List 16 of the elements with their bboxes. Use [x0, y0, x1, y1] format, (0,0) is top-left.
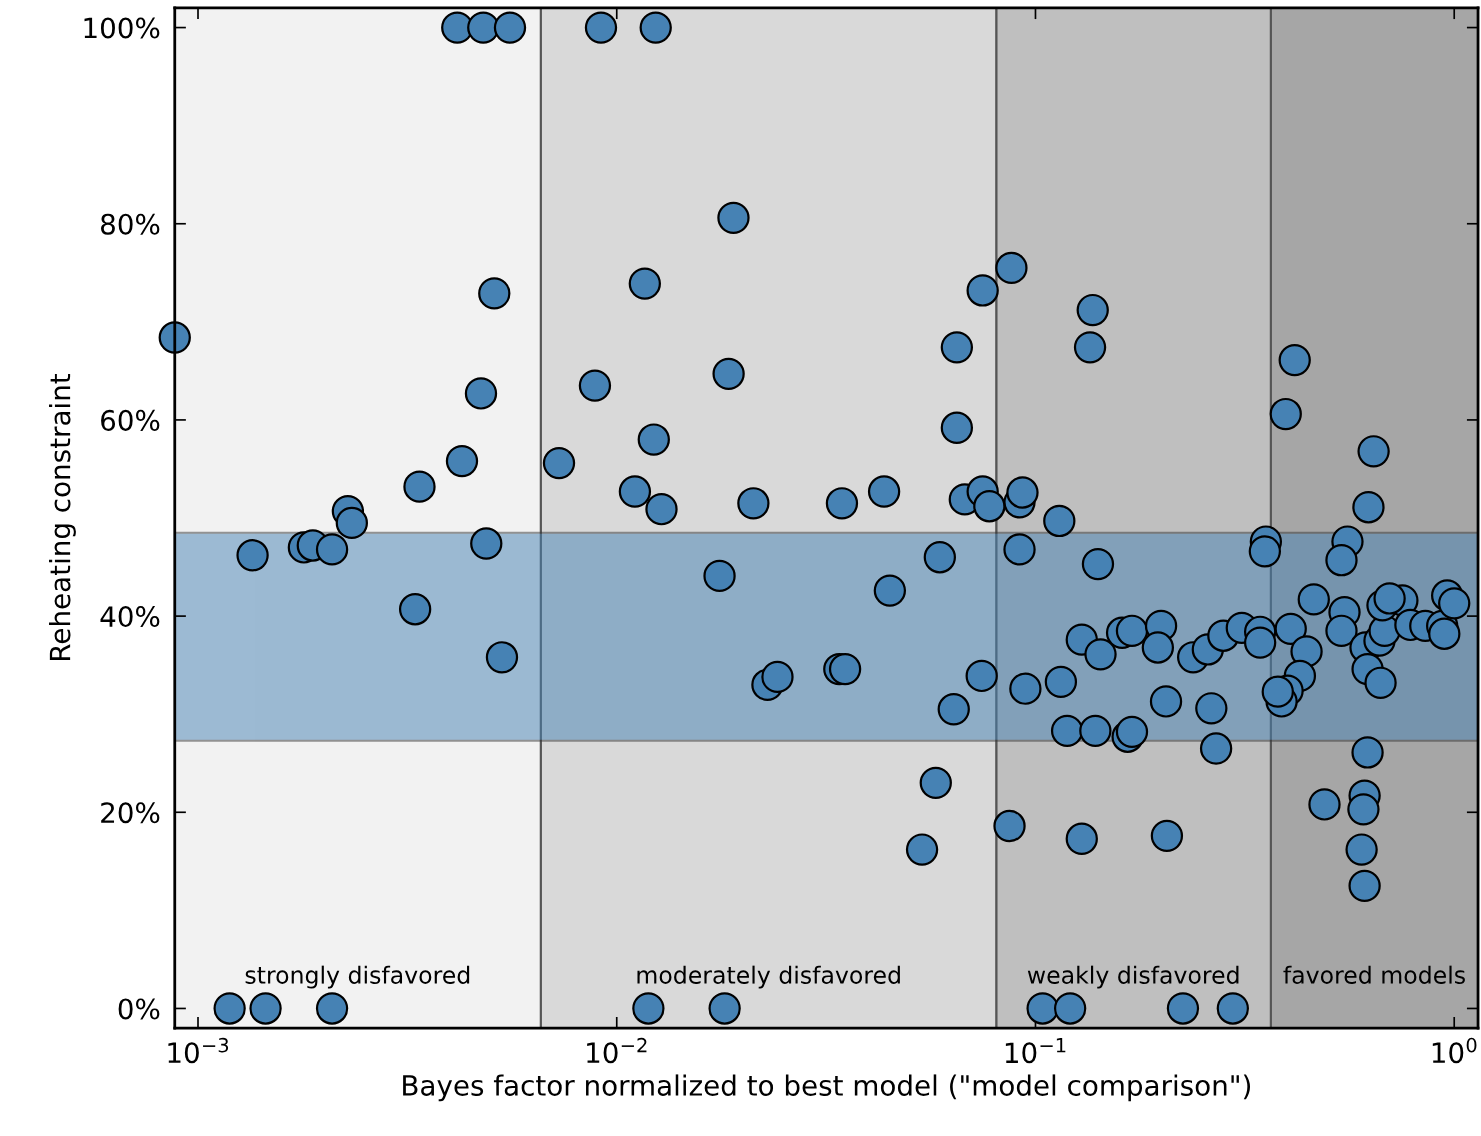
x-axis-title: Bayes factor normalized to best model ("model comparison"): [403, 1074, 1251, 1102]
band-label: strongly disfavored: [245, 965, 470, 989]
x-tick-label: 10$^{−3}$: [168, 1037, 229, 1064]
band-label: moderately disfavored: [637, 965, 900, 989]
band-label: weakly disfavored: [1027, 965, 1239, 989]
x-tick-label: 10$^{0}$: [1432, 1037, 1477, 1064]
band-label: favored models: [1283, 965, 1465, 984]
y-tick-label: 60%: [101, 409, 160, 431]
y-tick-label: 0%: [118, 998, 160, 1020]
x-tick-label: 10$^{−2}$: [587, 1037, 647, 1064]
y-tick-label: 100%: [84, 17, 160, 39]
y-axis-title: Reheating constraint: [49, 373, 76, 660]
x-tick-label: 10$^{−1}$: [1005, 1038, 1066, 1064]
y-tick-label: 80%: [101, 213, 160, 235]
y-tick-label: 40%: [100, 606, 160, 628]
y-tick-label: 20%: [101, 802, 160, 824]
